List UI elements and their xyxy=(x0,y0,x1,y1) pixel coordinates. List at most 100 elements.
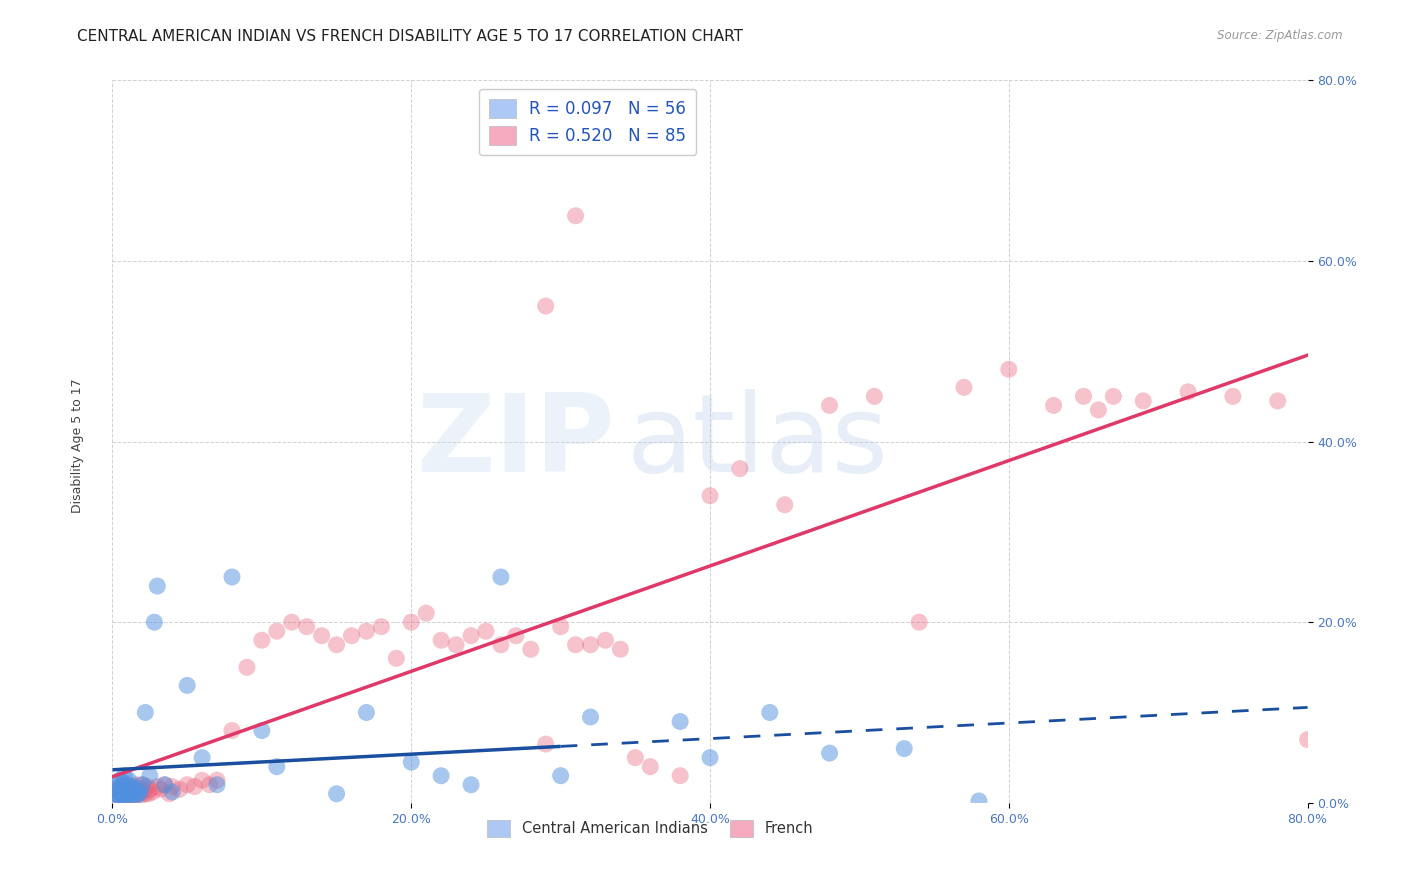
Point xyxy=(1102,389,1125,403)
Point xyxy=(564,638,586,652)
Point xyxy=(105,782,128,797)
Text: Source: ZipAtlas.com: Source: ZipAtlas.com xyxy=(1218,29,1343,42)
Point xyxy=(129,782,152,797)
Text: ZIP: ZIP xyxy=(416,389,614,494)
Point xyxy=(669,769,692,783)
Point xyxy=(460,778,482,792)
Point xyxy=(370,620,392,634)
Point xyxy=(132,785,155,799)
Point xyxy=(550,620,572,634)
Text: Disability Age 5 to 17: Disability Age 5 to 17 xyxy=(70,379,84,513)
Point xyxy=(356,624,378,639)
Point xyxy=(183,780,205,794)
Point xyxy=(205,778,228,792)
Point xyxy=(340,629,363,643)
Legend: Central American Indians, French: Central American Indians, French xyxy=(481,814,820,842)
Point xyxy=(117,785,139,799)
Point xyxy=(818,746,841,760)
Point xyxy=(122,780,145,794)
Point xyxy=(998,362,1021,376)
Point xyxy=(221,570,243,584)
Point xyxy=(125,789,148,803)
Point xyxy=(108,773,131,788)
Point xyxy=(295,620,318,634)
Point xyxy=(430,769,453,783)
Point xyxy=(114,769,135,783)
Point xyxy=(104,787,127,801)
Point xyxy=(205,773,228,788)
Point xyxy=(149,782,172,797)
Point xyxy=(139,782,162,797)
Point xyxy=(281,615,304,630)
Point xyxy=(176,678,198,692)
Point xyxy=(669,714,692,729)
Point xyxy=(115,790,138,805)
Point xyxy=(139,769,162,783)
Point xyxy=(699,489,721,503)
Point xyxy=(325,638,347,652)
Point xyxy=(579,638,602,652)
Point xyxy=(115,785,138,799)
Point xyxy=(311,629,333,643)
Point xyxy=(111,778,134,792)
Point xyxy=(108,780,131,794)
Point xyxy=(107,778,129,792)
Point xyxy=(121,785,143,799)
Point xyxy=(134,787,156,801)
Point xyxy=(1073,389,1095,403)
Point xyxy=(221,723,243,738)
Point xyxy=(118,789,141,803)
Point xyxy=(142,785,165,799)
Point xyxy=(1296,732,1319,747)
Point xyxy=(489,638,512,652)
Point xyxy=(893,741,915,756)
Point xyxy=(120,787,142,801)
Point xyxy=(128,782,150,797)
Point xyxy=(117,778,139,792)
Point xyxy=(401,615,423,630)
Point xyxy=(266,624,288,639)
Point xyxy=(460,629,482,643)
Point xyxy=(1267,393,1289,408)
Point xyxy=(773,498,796,512)
Point xyxy=(1132,393,1154,408)
Point xyxy=(107,785,129,799)
Point xyxy=(444,638,467,652)
Point xyxy=(127,785,149,799)
Point xyxy=(104,787,127,801)
Point xyxy=(953,380,976,394)
Point xyxy=(169,782,191,797)
Point xyxy=(198,778,221,792)
Point xyxy=(115,782,138,797)
Point xyxy=(117,787,139,801)
Point xyxy=(534,737,557,751)
Point xyxy=(505,629,527,643)
Point xyxy=(108,787,131,801)
Point xyxy=(595,633,617,648)
Point xyxy=(520,642,543,657)
Point xyxy=(110,780,132,794)
Point xyxy=(111,776,134,790)
Point xyxy=(967,794,990,808)
Point xyxy=(134,706,156,720)
Point xyxy=(124,787,146,801)
Point xyxy=(759,706,782,720)
Point xyxy=(191,750,214,764)
Point xyxy=(138,787,160,801)
Point xyxy=(475,624,498,639)
Point xyxy=(250,633,273,648)
Point xyxy=(550,769,572,783)
Point xyxy=(146,579,169,593)
Point xyxy=(162,785,183,799)
Point xyxy=(157,787,180,801)
Point xyxy=(1222,389,1244,403)
Point xyxy=(385,651,408,665)
Point xyxy=(153,778,176,792)
Point xyxy=(122,789,145,803)
Point xyxy=(624,750,647,764)
Point xyxy=(127,787,149,801)
Point xyxy=(728,461,751,475)
Point xyxy=(131,778,153,792)
Point xyxy=(640,760,662,774)
Point xyxy=(111,789,134,803)
